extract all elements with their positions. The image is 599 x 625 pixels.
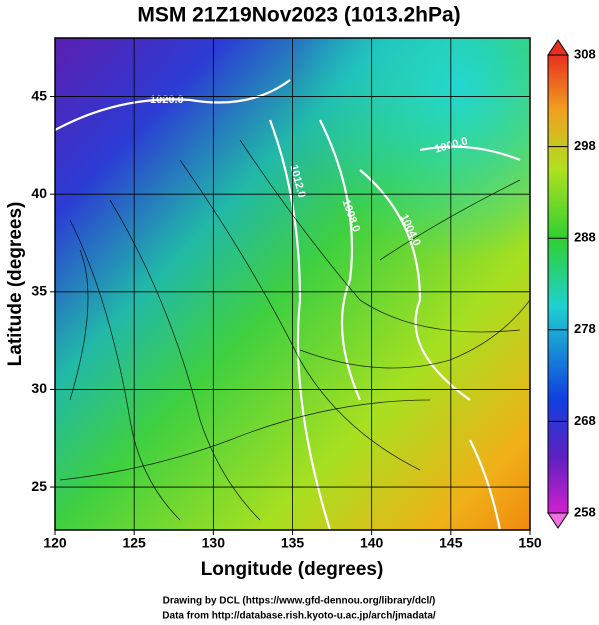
y-tick-label: 40 xyxy=(31,185,47,201)
y-tick-label: 25 xyxy=(31,478,47,494)
credit: Data from http://database.rish.kyoto-u.a… xyxy=(162,611,436,622)
x-axis-label: Longitude (degrees) xyxy=(201,559,384,580)
colorbar-extend xyxy=(547,39,569,56)
colorbar-tick-label: 288 xyxy=(574,230,596,245)
x-tick-label: 120 xyxy=(43,535,67,551)
colorbar-tick-label: 308 xyxy=(574,46,596,61)
x-tick-label: 135 xyxy=(281,535,305,551)
colorbar-tick-label: 298 xyxy=(574,138,596,153)
y-tick-label: 35 xyxy=(31,283,47,299)
x-tick-label: 130 xyxy=(202,535,226,551)
x-tick-label: 150 xyxy=(518,535,542,551)
colorbar-tick-label: 258 xyxy=(574,504,596,519)
chart-title: MSM 21Z19Nov2023 (1013.2hPa) xyxy=(137,4,460,27)
colorbar-extend xyxy=(547,512,569,529)
colorbar-tick-label: 268 xyxy=(574,413,596,428)
contour-label: 1020.0 xyxy=(150,94,184,106)
y-axis-label: Latitude (degrees) xyxy=(5,202,26,367)
x-tick-label: 140 xyxy=(360,535,384,551)
y-tick-label: 30 xyxy=(31,380,47,396)
colorbar-tick-label: 278 xyxy=(574,321,596,336)
x-tick-label: 145 xyxy=(439,535,463,551)
y-tick-label: 45 xyxy=(31,87,47,103)
credit: Drawing by DCL (https://www.gfd-dennou.o… xyxy=(163,596,436,607)
x-tick-label: 125 xyxy=(122,535,146,551)
colorbar xyxy=(547,54,569,514)
